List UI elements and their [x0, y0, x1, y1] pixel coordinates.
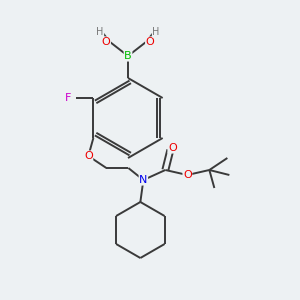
Text: B: B: [124, 51, 132, 61]
Text: H: H: [152, 27, 160, 37]
Text: N: N: [139, 175, 148, 185]
Text: O: O: [183, 170, 192, 180]
Text: H: H: [96, 27, 104, 37]
Text: F: F: [65, 93, 71, 103]
Text: O: O: [168, 143, 177, 153]
Text: O: O: [84, 151, 93, 161]
Text: O: O: [146, 37, 154, 47]
Text: O: O: [102, 37, 110, 47]
